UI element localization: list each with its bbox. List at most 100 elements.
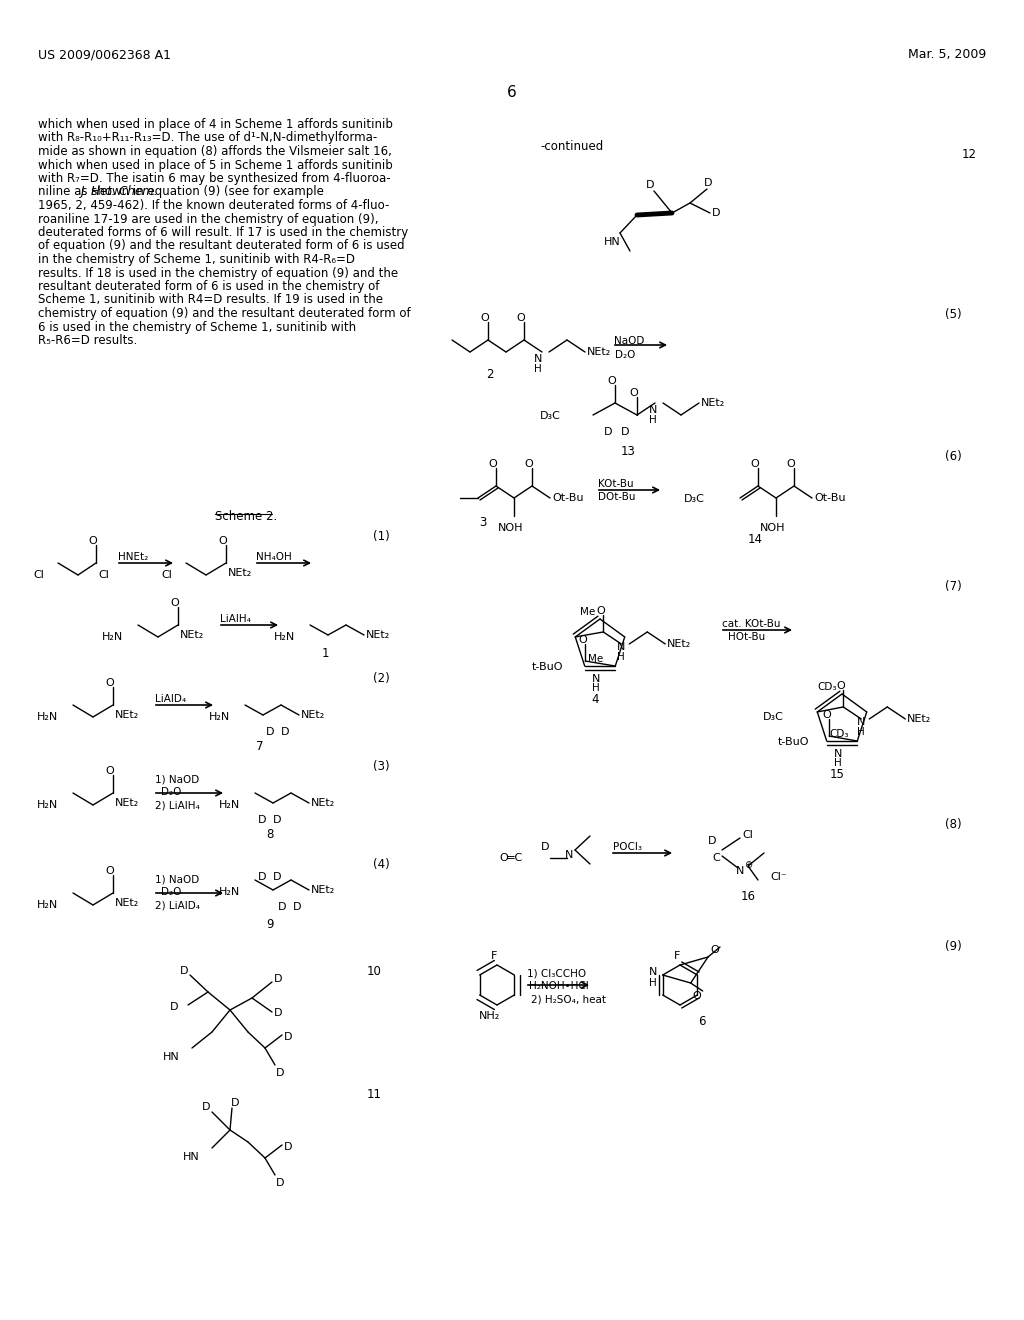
Text: H₂N: H₂N <box>219 887 240 898</box>
Text: H₂N: H₂N <box>37 800 58 810</box>
Text: Mar. 5, 2009: Mar. 5, 2009 <box>907 48 986 61</box>
Text: Ot-Bu: Ot-Bu <box>814 492 846 503</box>
Text: NaOD: NaOD <box>614 337 644 346</box>
Text: N: N <box>834 748 842 759</box>
Text: NEt₂: NEt₂ <box>587 347 611 356</box>
Text: (5): (5) <box>945 308 962 321</box>
Text: H: H <box>857 727 865 737</box>
Text: of equation (9) and the resultant deuterated form of 6 is used: of equation (9) and the resultant deuter… <box>38 239 404 252</box>
Text: 14: 14 <box>748 533 763 546</box>
Text: N: N <box>857 717 865 727</box>
Text: (1): (1) <box>374 531 390 543</box>
Text: O: O <box>630 388 638 399</box>
Text: POCl₃: POCl₃ <box>613 842 642 851</box>
Text: O: O <box>524 459 534 469</box>
Text: Scheme 1, sunitinib with R4=D results. If 19 is used in the: Scheme 1, sunitinib with R4=D results. I… <box>38 293 383 306</box>
Text: CD₃: CD₃ <box>829 729 849 739</box>
Text: NEt₂: NEt₂ <box>301 710 326 719</box>
Text: 13: 13 <box>621 445 636 458</box>
Text: D₃C: D₃C <box>763 711 784 722</box>
Text: 16: 16 <box>740 890 756 903</box>
Text: NEt₂: NEt₂ <box>701 399 725 408</box>
Text: 4: 4 <box>591 693 599 706</box>
Text: O: O <box>786 459 796 469</box>
Text: HOt-Bu: HOt-Bu <box>728 632 765 642</box>
Text: results. If 18 is used in the chemistry of equation (9) and the: results. If 18 is used in the chemistry … <box>38 267 398 280</box>
Text: D: D <box>293 902 301 912</box>
Text: D: D <box>621 426 630 437</box>
Text: N: N <box>617 642 626 652</box>
Text: D₃C: D₃C <box>684 494 705 504</box>
Text: D: D <box>712 209 721 218</box>
Text: D: D <box>541 842 549 851</box>
Text: chemistry of equation (9) and the resultant deuterated form of: chemistry of equation (9) and the result… <box>38 308 411 319</box>
Text: 9: 9 <box>266 917 273 931</box>
Text: NEt₂: NEt₂ <box>228 568 252 578</box>
Text: deuterated forms of 6 will result. If 17 is used in the chemistry: deuterated forms of 6 will result. If 17… <box>38 226 409 239</box>
Text: H: H <box>617 652 625 661</box>
Text: D₂O: D₂O <box>161 787 181 797</box>
Text: NEt₂: NEt₂ <box>115 710 139 719</box>
Text: D: D <box>170 1002 178 1012</box>
Text: HN: HN <box>163 1052 180 1063</box>
Text: D: D <box>278 902 287 912</box>
Text: O: O <box>751 459 760 469</box>
Text: Scheme 2.: Scheme 2. <box>215 510 278 523</box>
Text: DOt-Bu: DOt-Bu <box>598 492 636 502</box>
Text: NH₂: NH₂ <box>478 1011 500 1020</box>
Text: 1) Cl₃CCHO: 1) Cl₃CCHO <box>527 969 586 979</box>
Text: O: O <box>710 945 719 954</box>
Text: H₂N: H₂N <box>219 800 240 810</box>
Text: F: F <box>490 950 498 961</box>
Text: -continued: -continued <box>540 140 603 153</box>
Text: Me: Me <box>580 607 595 616</box>
Text: O: O <box>89 536 97 546</box>
Text: 6 is used in the chemistry of Scheme 1, sunitinib with: 6 is used in the chemistry of Scheme 1, … <box>38 321 356 334</box>
Text: O: O <box>105 866 115 876</box>
Text: D: D <box>230 1098 240 1107</box>
Text: 1) NaOD: 1) NaOD <box>155 875 200 884</box>
Text: NEt₂: NEt₂ <box>180 630 204 640</box>
Text: NEt₂: NEt₂ <box>115 898 139 908</box>
Text: D₃C: D₃C <box>540 411 561 421</box>
Text: (9): (9) <box>945 940 962 953</box>
Text: N: N <box>592 675 600 684</box>
Text: H₂N: H₂N <box>101 632 123 642</box>
Text: D: D <box>284 1142 293 1152</box>
Text: N: N <box>649 968 657 977</box>
Text: 1965, 2, 459-462). If the known deuterated forms of 4-fluo-: 1965, 2, 459-462). If the known deuterat… <box>38 199 389 213</box>
Text: 11: 11 <box>367 1088 382 1101</box>
Text: niline as shown in equation (9) (see for example: niline as shown in equation (9) (see for… <box>38 186 324 198</box>
Text: NEt₂: NEt₂ <box>366 630 390 640</box>
Text: H: H <box>649 414 656 425</box>
Text: 7: 7 <box>256 741 264 752</box>
Text: R₅-R6=D results.: R₅-R6=D results. <box>38 334 137 347</box>
Text: O: O <box>517 313 525 323</box>
Text: D: D <box>272 873 282 882</box>
Text: D: D <box>284 1032 293 1041</box>
Text: with R₇=D. The isatin 6 may be synthesized from 4-fluoroa-: with R₇=D. The isatin 6 may be synthesiz… <box>38 172 390 185</box>
Text: NEt₂: NEt₂ <box>115 799 139 808</box>
Text: O: O <box>596 606 604 616</box>
Text: H₂N: H₂N <box>37 900 58 909</box>
Text: D: D <box>274 974 283 983</box>
Text: O: O <box>836 681 845 690</box>
Text: NOH: NOH <box>760 523 785 533</box>
Text: (8): (8) <box>945 818 962 832</box>
Text: D: D <box>604 426 612 437</box>
Text: H₂N: H₂N <box>209 711 230 722</box>
Text: ⊕: ⊕ <box>744 861 752 870</box>
Text: Ot-Bu: Ot-Bu <box>552 492 584 503</box>
Text: 2) LiAlD₄: 2) LiAlD₄ <box>155 902 200 911</box>
Text: KOt-Bu: KOt-Bu <box>598 479 634 488</box>
Text: NEt₂: NEt₂ <box>668 639 691 649</box>
Text: H: H <box>649 978 657 987</box>
Text: (2): (2) <box>374 672 390 685</box>
Text: which when used in place of 5 in Scheme 1 affords sunitinib: which when used in place of 5 in Scheme … <box>38 158 393 172</box>
Text: Cl: Cl <box>98 570 109 579</box>
Text: D: D <box>202 1102 210 1111</box>
Text: 15: 15 <box>829 768 845 781</box>
Text: (3): (3) <box>374 760 390 774</box>
Text: D: D <box>708 836 716 846</box>
Text: 10: 10 <box>368 965 382 978</box>
